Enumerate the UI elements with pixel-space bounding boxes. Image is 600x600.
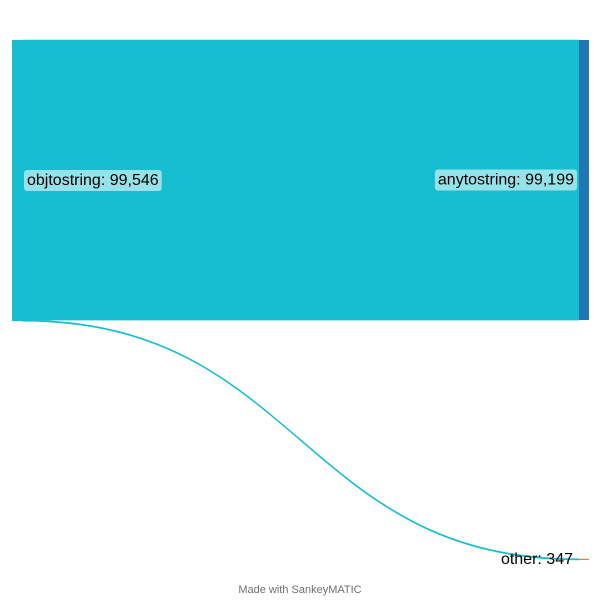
node-label-background-objtostring: [24, 170, 162, 191]
node-label-other: other: 347: [501, 551, 573, 568]
node-label-anytostring: anytostring: 99,199: [434, 169, 578, 191]
node-label-text-objtostring: objtostring: 99,546: [27, 172, 159, 189]
credit-text: Made with SankeyMATIC: [238, 584, 362, 596]
node-label-objtostring: objtostring: 99,546: [24, 170, 162, 191]
label-layer: objtostring: 99,546 anytostring: 99,199 ot…: [24, 169, 578, 568]
flow-layer: [21, 39, 580, 561]
node-other: [579, 558, 589, 560]
node-anytostring: [579, 40, 589, 321]
flow-objtostring-to-other: [21, 319, 580, 561]
node-layer: [12, 40, 589, 560]
node-objtostring: [12, 40, 22, 321]
node-label-text-anytostring: anytostring: 99,199: [438, 172, 574, 189]
node-label-background-anytostring: [434, 169, 578, 191]
node-label-text-other: other: 347: [501, 551, 573, 568]
